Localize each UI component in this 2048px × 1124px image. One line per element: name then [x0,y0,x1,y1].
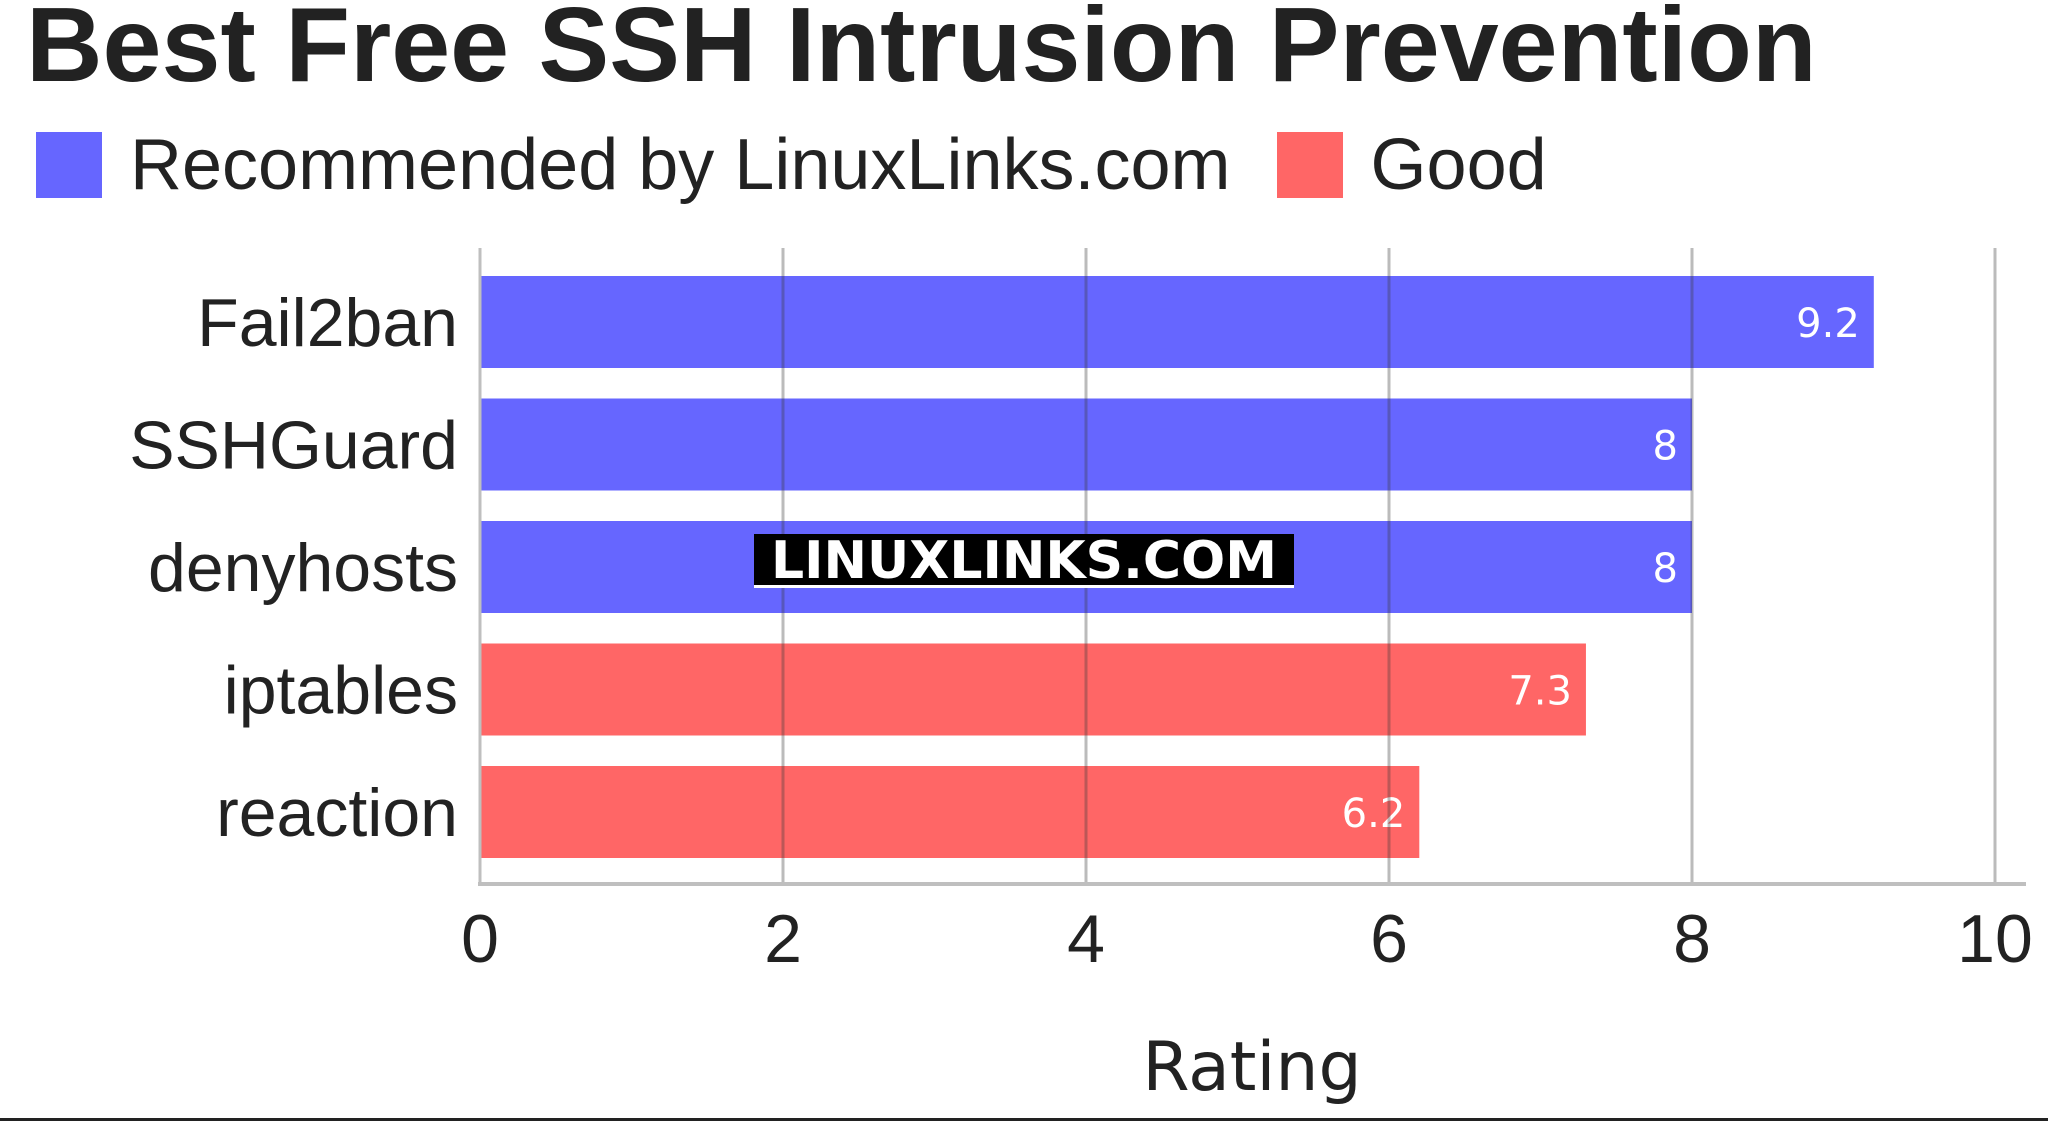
x-tick-label-10: 10 [1957,901,2033,977]
bar-reaction [480,766,1420,858]
category-label-reaction: reaction [216,775,458,851]
category-label-iptables: iptables [224,653,458,729]
watermark-logo: LINUXLINKS.COM [754,534,1294,588]
value-label-sshguard: 8 [1653,424,1678,470]
legend-swatch-good [1276,132,1343,198]
bottom-rule [0,1118,2048,1121]
x-tick-label-0: 0 [461,901,499,977]
value-label-reaction: 6.2 [1342,791,1406,837]
category-label-fail2ban: Fail2ban [197,285,458,361]
chart-title: Best Free SSH Intrusion Prevention [26,0,1817,104]
x-tick-label-4: 4 [1067,901,1105,977]
legend-item-recommended: Recommended by LinuxLinks.com [36,129,1231,201]
x-tick-label-2: 2 [764,901,802,977]
legend-swatch-recommended [36,132,102,198]
legend: Recommended by LinuxLinks.com Good [36,125,1593,205]
value-label-iptables: 7.3 [1508,669,1572,715]
x-axis-title: Rating [1142,1028,1361,1107]
value-label-fail2ban: 9.2 [1796,301,1860,347]
x-tick-label-8: 8 [1673,901,1711,977]
bar-sshguard [480,398,1692,491]
category-label-sshguard: SSHGuard [129,408,458,484]
legend-label-good: Good [1370,125,1547,205]
legend-item-good: Good [1276,125,1547,205]
category-label-denyhosts: denyhosts [148,530,458,606]
bar-fail2ban [480,276,1874,368]
x-tick-label-6: 6 [1370,901,1408,977]
value-label-denyhosts: 8 [1653,546,1678,592]
bar-iptables [480,643,1586,736]
legend-label-recommended: Recommended by LinuxLinks.com [130,125,1231,205]
